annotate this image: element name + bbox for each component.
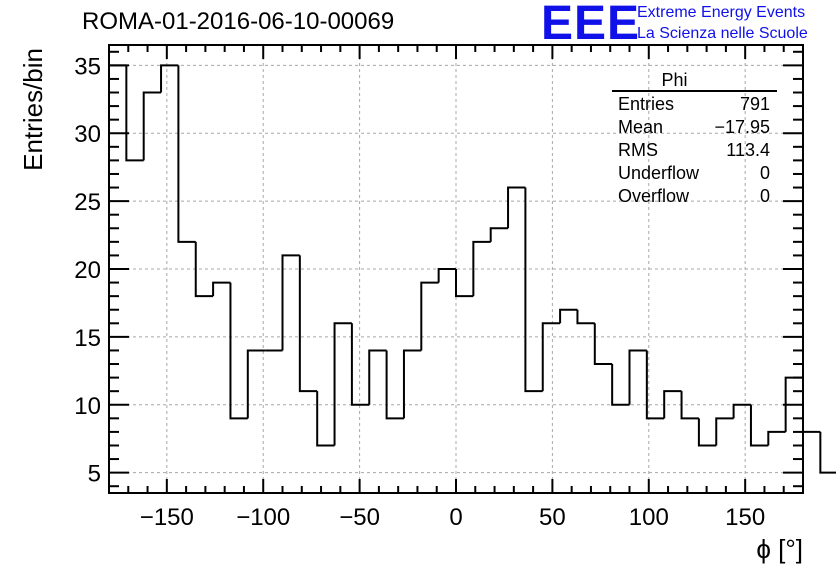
- stats-value: 0: [760, 186, 770, 206]
- stats-value: 0: [760, 163, 770, 183]
- y-tick-label: 25: [74, 189, 101, 216]
- histogram-bin: [663, 390, 682, 419]
- x-tick-label: 50: [539, 504, 566, 531]
- x-tick-label: 0: [449, 504, 462, 531]
- stats-label: Entries: [618, 94, 674, 114]
- histogram-bin: [489, 227, 509, 242]
- histogram-bin: [281, 254, 300, 351]
- stats-label: Underflow: [618, 163, 700, 183]
- histogram-bin: [715, 417, 734, 446]
- y-tick-label: 35: [74, 53, 101, 80]
- y-tick-label: 10: [74, 393, 101, 420]
- histogram-bin: [732, 403, 751, 419]
- x-axis-label: ϕ [°]: [756, 534, 803, 564]
- axes: −150 −100 −50 0 50 100 150 5 10 15 20 25 30 35: [74, 45, 804, 531]
- histogram-bin: [194, 241, 214, 298]
- stats-label: Overflow: [618, 186, 690, 206]
- histogram-bin: [229, 282, 248, 420]
- histogram-bin: [160, 64, 179, 93]
- x-tick-label: −100: [236, 504, 290, 531]
- stats-label: Mean: [618, 117, 663, 137]
- histogram-bin: [680, 391, 699, 420]
- stats-value: −17.95: [714, 117, 770, 137]
- histogram-bin: [628, 349, 647, 405]
- histogram-bin: [246, 349, 266, 419]
- histogram-bin: [749, 404, 769, 447]
- histogram-bin: [350, 323, 370, 406]
- histogram-bin: [333, 322, 352, 446]
- stats-title: Phi: [661, 70, 687, 90]
- stats-label: RMS: [618, 140, 658, 160]
- histogram-bin: [645, 350, 665, 420]
- logo-text-line1: Extreme Energy Events: [637, 4, 806, 21]
- histogram-bin: [819, 431, 836, 474]
- grid: [109, 45, 803, 493]
- histogram-bin: [177, 65, 196, 243]
- x-tick-label: −150: [140, 504, 194, 531]
- histogram-bin: [437, 268, 456, 283]
- y-tick-label: 20: [74, 257, 101, 284]
- chart-title: ROMA-01-2016-06-10-00069: [82, 8, 395, 35]
- histogram-bin: [576, 309, 595, 325]
- histogram-bin: [316, 391, 335, 447]
- eee-logo: EEE: [541, 0, 641, 50]
- x-tick-label: 150: [725, 504, 765, 531]
- histogram-bin: [767, 430, 786, 446]
- histogram-bin: [142, 91, 162, 161]
- histogram-bin: [472, 240, 491, 297]
- logo-text-line2: La Scienza nelle Scuole: [637, 25, 808, 42]
- x-tick-label: 100: [629, 504, 669, 531]
- histogram-bin: [212, 281, 231, 297]
- histogram-bin: [524, 187, 543, 393]
- x-tick-label: −50: [339, 504, 380, 531]
- histogram-bin: [593, 323, 613, 366]
- histogram-bin: [697, 418, 717, 447]
- histogram-bin: [455, 269, 474, 298]
- y-tick-label: 30: [74, 121, 101, 148]
- histogram-bin: [125, 65, 144, 162]
- y-axis-label: Entries/bin: [18, 48, 48, 171]
- histogram-bin: [368, 349, 387, 405]
- stats-box: Phi Entries 791 Mean −17.95 RMS 113.4 Underflow…: [612, 70, 777, 206]
- histogram-bin: [611, 364, 630, 406]
- histogram-bin: [298, 255, 318, 393]
- y-tick-label: 5: [88, 461, 101, 488]
- histogram-bin: [402, 349, 422, 419]
- histogram-bin: [420, 281, 439, 351]
- histogram-bin: [541, 322, 561, 392]
- histogram-bin: [507, 186, 526, 229]
- histogram-bin: [385, 350, 404, 420]
- histogram-bin: [559, 308, 578, 324]
- stats-value: 791: [740, 94, 770, 114]
- histogram-bin: [108, 64, 127, 493]
- histogram-bin: [802, 377, 821, 433]
- stats-value: 113.4: [726, 140, 770, 160]
- y-tick-label: 15: [74, 325, 101, 352]
